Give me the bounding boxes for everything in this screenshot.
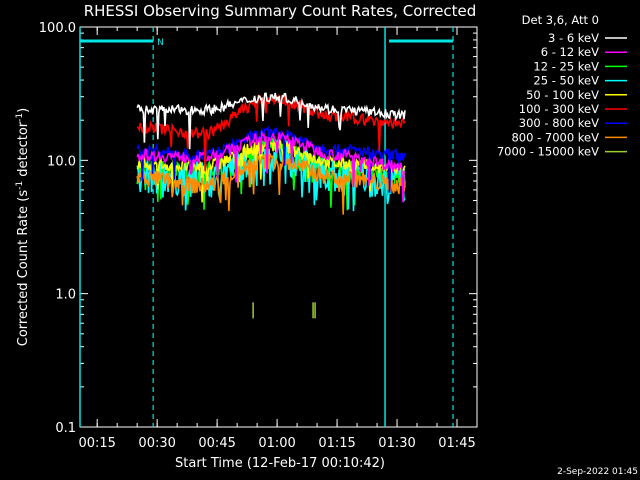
x-tick-label: 01:45 [438, 436, 475, 451]
x-tick-label: 00:30 [138, 436, 175, 451]
x-tick-label: 01:00 [258, 436, 295, 451]
series-line [136, 92, 406, 150]
series-line [136, 153, 406, 215]
y-tick-label: 100.0 [39, 21, 76, 36]
legend-label: 6 - 12 keV [541, 45, 599, 59]
y-tick-label: 0.1 [55, 421, 76, 436]
legend-label: 100 - 300 keV [519, 102, 599, 116]
x-tick-label: 00:15 [78, 436, 115, 451]
x-tick-label: 00:45 [198, 436, 235, 451]
legend-label: 3 - 6 keV [548, 31, 599, 45]
x-axis-label: Start Time (12-Feb-17 00:10:42) [175, 456, 385, 471]
plot-area: N [79, 26, 478, 428]
series-line [136, 125, 406, 193]
legend-header: Det 3,6, Att 0 [522, 13, 599, 27]
y-tick-label: 10.0 [47, 154, 76, 169]
plot-frame [79, 26, 478, 428]
y-tick-label: 1.0 [55, 288, 76, 303]
legend-label: 25 - 50 keV [533, 74, 599, 88]
legend-label: 800 - 7000 keV [511, 130, 599, 144]
date-stamp: 2-Sep-2022 01:45 [557, 467, 638, 477]
x-tick-label: 01:15 [318, 436, 355, 451]
legend-label: 300 - 800 keV [519, 116, 599, 130]
legend-label: 12 - 25 keV [533, 59, 599, 73]
series-line [136, 129, 406, 203]
chart-title: RHESSI Observing Summary Count Rates, Co… [84, 2, 477, 20]
night-label: N [157, 38, 164, 48]
y-axis-label: Corrected Count Rate (s-1 detector-1) [15, 108, 31, 346]
legend-label: 50 - 100 keV [526, 88, 599, 102]
x-tick-label: 01:30 [378, 436, 415, 451]
legend-label: 7000 - 15000 keV [497, 145, 599, 159]
